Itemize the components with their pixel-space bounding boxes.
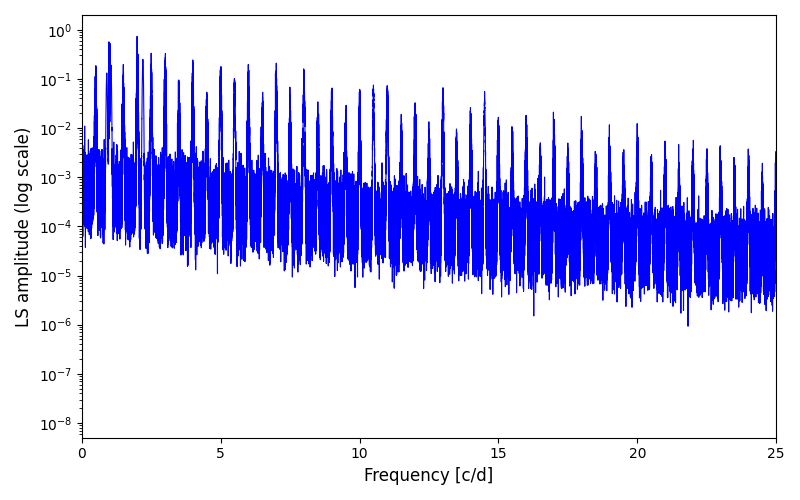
Y-axis label: LS amplitude (log scale): LS amplitude (log scale) [15, 126, 33, 326]
X-axis label: Frequency [c/d]: Frequency [c/d] [364, 467, 494, 485]
